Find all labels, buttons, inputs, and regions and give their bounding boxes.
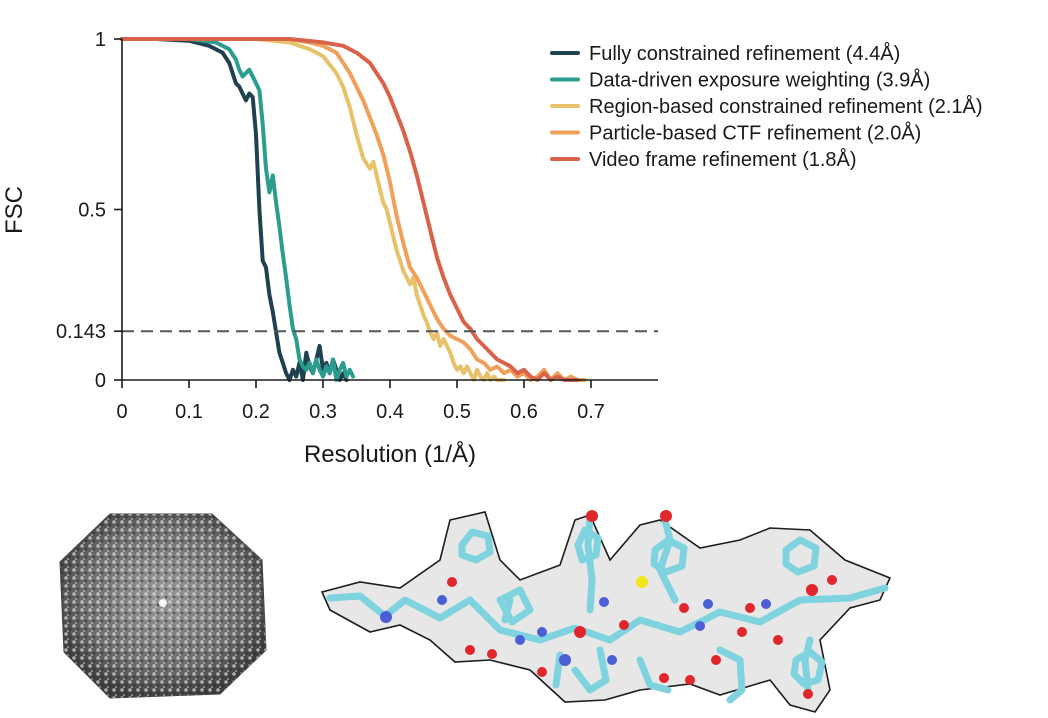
y-axis-label: FSC	[1, 186, 28, 234]
y-ticks: 0 0.143 0.5 1	[56, 29, 122, 392]
legend: Fully constrained refinement (4.4Å) Data-…	[550, 42, 983, 171]
x-tick-label: 0.1	[175, 401, 203, 423]
series-lines	[120, 37, 587, 382]
x-tick-label: 0.5	[443, 401, 471, 423]
x-ticks: 0 0.1 0.2 0.3 0.4 0.5 0.6 0.7	[116, 380, 605, 423]
y-tick-label: 1	[95, 29, 106, 51]
legend-label: Particle-based CTF refinement (2.0Å)	[589, 122, 921, 145]
legend-label: Region-based constrained refinement (2.1…	[589, 95, 983, 118]
series-line-2	[120, 37, 356, 382]
x-axis-label: Resolution (1/Å)	[304, 440, 476, 468]
fsc-chart: 0 0.143 0.5 1 0 0.1 0.2 0.3 0.4 0.5 0.6 0.7 Resolu…	[1, 29, 983, 468]
legend-label: Fully constrained refinement (4.4Å)	[589, 42, 900, 65]
y-tick-label: 0.143	[56, 321, 106, 343]
x-tick-label: 0.7	[577, 401, 605, 423]
x-tick-label: 0.2	[242, 401, 270, 423]
y-tick-label: 0.5	[78, 200, 106, 222]
atomic-model-density-icon	[320, 510, 892, 713]
legend-label: Video frame refinement (1.8Å)	[589, 148, 857, 171]
series-line-3	[120, 37, 506, 382]
series-line-4	[120, 37, 587, 382]
series-line-1	[120, 37, 349, 382]
series-line-5	[120, 37, 580, 382]
legend-label: Data-driven exposure weighting (3.9Å)	[589, 69, 930, 92]
x-tick-label: 0.6	[510, 401, 538, 423]
x-tick-label: 0.3	[309, 401, 337, 423]
y-tick-label: 0	[95, 370, 106, 392]
cryo-em-map-icon	[59, 513, 267, 699]
x-tick-label: 0.4	[376, 401, 404, 423]
x-tick-label: 0	[116, 401, 127, 423]
